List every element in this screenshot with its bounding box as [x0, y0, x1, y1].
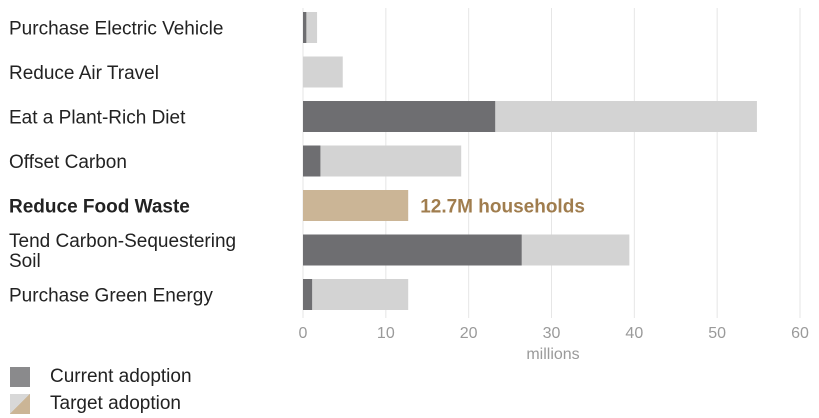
bar-current — [303, 234, 522, 266]
bars — [303, 12, 757, 310]
highlight-annotation: 12.7M households — [420, 197, 585, 218]
x-axis-title: millions — [526, 346, 579, 362]
bar-target — [303, 56, 343, 88]
category-label: Purchase Green Energy — [9, 286, 213, 307]
gridlines — [302, 8, 801, 318]
x-tick-label: 50 — [708, 325, 726, 342]
category-label: Tend Carbon-Sequestering Soil — [9, 231, 236, 272]
x-axis-ticks: 0 10 20 30 40 50 60 — [299, 325, 809, 342]
legend-label-current: Current adoption — [50, 365, 192, 387]
bar-current — [303, 279, 313, 310]
x-tick-label: 20 — [460, 325, 478, 342]
legend-label-target: Target adoption — [50, 392, 181, 414]
bar-target — [303, 12, 318, 43]
bar-current — [303, 145, 321, 177]
x-tick-label: 30 — [543, 325, 561, 342]
legend: Current adoption Target adoption — [10, 364, 192, 418]
category-label: Reduce Air Travel — [9, 63, 159, 84]
category-label: Offset Carbon — [9, 152, 127, 173]
bar-target — [303, 145, 462, 177]
legend-swatch-current — [10, 366, 30, 387]
legend-swatch-target — [10, 393, 30, 414]
category-label: Purchase Electric Vehicle — [9, 19, 223, 40]
x-tick-label: 40 — [625, 325, 643, 342]
bar-current — [303, 101, 496, 132]
bar-target — [303, 190, 409, 221]
x-tick-label: 10 — [377, 325, 395, 342]
legend-item-target: Target adoption — [10, 391, 192, 416]
x-tick-label: 60 — [791, 325, 809, 342]
legend-item-current: Current adoption — [10, 364, 192, 389]
bar-target — [303, 279, 409, 310]
category-label: Eat a Plant-Rich Diet — [9, 108, 186, 129]
x-tick-label: 0 — [299, 325, 308, 342]
category-label: Reduce Food Waste — [9, 197, 190, 218]
bar-current — [303, 12, 307, 43]
bar-chart: Purchase Electric Vehicle Reduce Air Trav… — [9, 8, 809, 362]
category-labels: Purchase Electric Vehicle Reduce Air Trav… — [9, 19, 236, 307]
